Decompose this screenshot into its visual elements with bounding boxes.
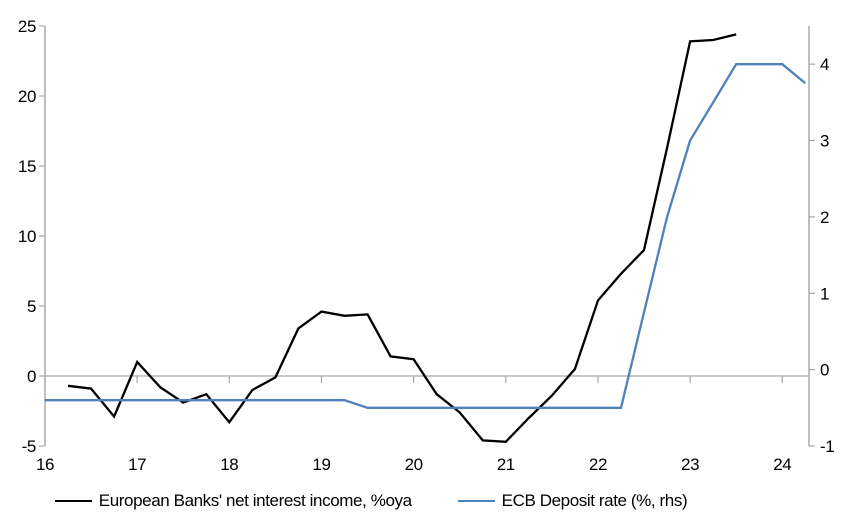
left-axis-label: 0 xyxy=(27,367,36,386)
series-line-ecb xyxy=(45,63,807,409)
x-axis-label: 16 xyxy=(36,455,54,474)
left-axis-label: 25 xyxy=(18,17,36,36)
x-axis-label: 19 xyxy=(312,455,330,474)
ecb-line-sample-icon xyxy=(457,500,495,502)
legend-label-ecb: ECB Deposit rate (%, rhs) xyxy=(501,491,688,510)
chart-legend: European Banks' net interest income, %oy… xyxy=(0,491,797,511)
left-axis-label: -5 xyxy=(22,437,36,456)
series-line-nii xyxy=(67,33,737,443)
legend-item-nii: European Banks' net interest income, %oy… xyxy=(54,491,412,511)
right-axis-label: 4 xyxy=(820,55,829,74)
x-axis-label: 17 xyxy=(128,455,146,474)
x-axis-label: 23 xyxy=(681,455,699,474)
right-axis-label: 0 xyxy=(820,361,829,380)
right-axis-label: 2 xyxy=(820,208,829,227)
left-axis-label: 5 xyxy=(27,297,36,316)
x-axis-label: 20 xyxy=(405,455,423,474)
left-axis-label: 10 xyxy=(18,227,36,246)
right-axis-label: 1 xyxy=(820,284,829,303)
left-axis-label: 20 xyxy=(18,87,36,106)
x-axis-label: 22 xyxy=(589,455,607,474)
right-axis-label: 3 xyxy=(820,132,829,151)
legend-label-nii: European Banks' net interest income, %oy… xyxy=(98,491,412,510)
left-axis-label: 15 xyxy=(18,157,36,176)
legend-item-ecb: ECB Deposit rate (%, rhs) xyxy=(457,491,688,511)
nii-line-sample-icon xyxy=(54,500,92,502)
x-axis-label: 21 xyxy=(497,455,515,474)
x-axis-label: 24 xyxy=(773,455,791,474)
x-axis-label: 18 xyxy=(220,455,238,474)
right-axis-label: -1 xyxy=(820,437,834,456)
